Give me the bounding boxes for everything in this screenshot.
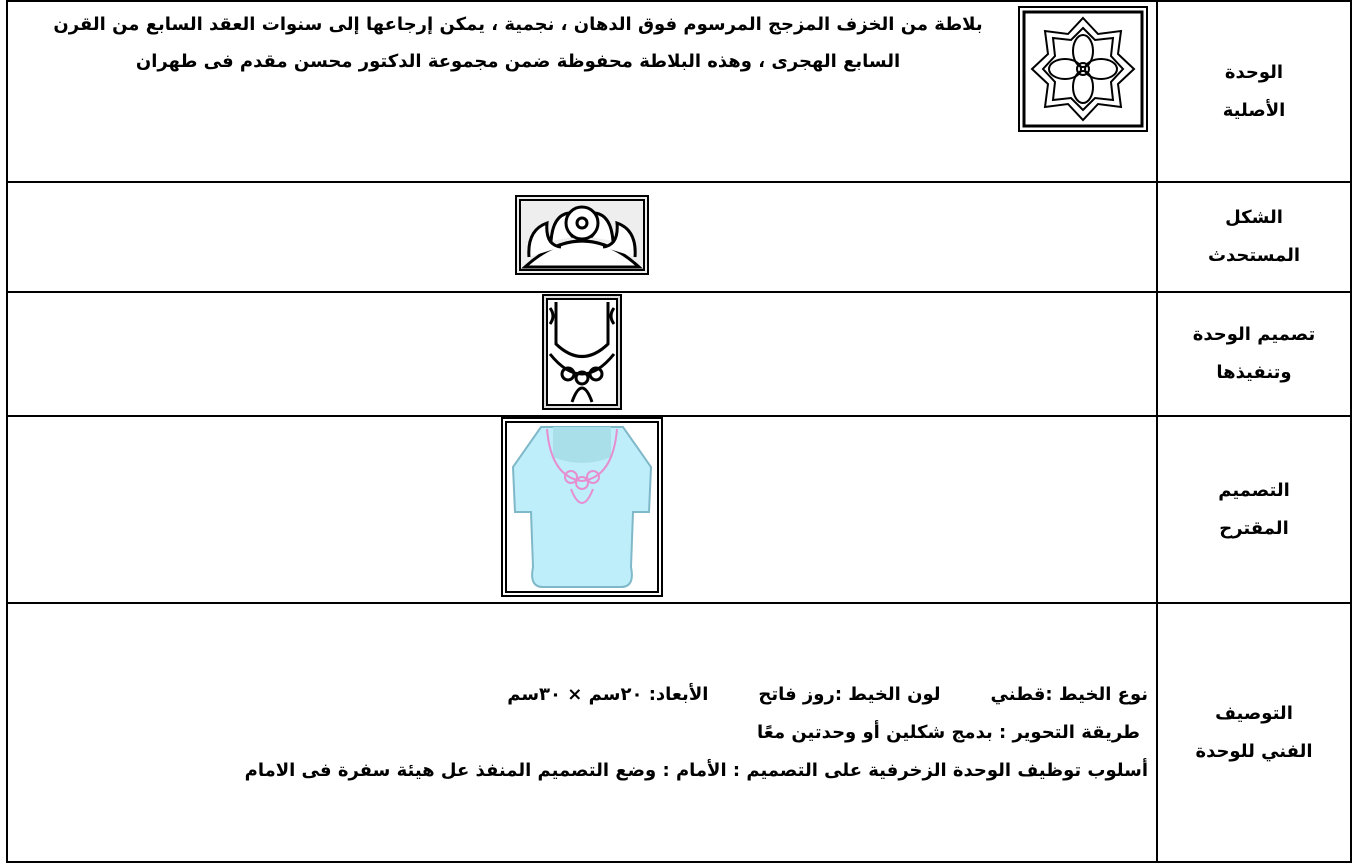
row: التصميم المقترح <box>6 415 1352 604</box>
content-cell: بلاطة من الخزف المزجج المرسوم فوق الدهان… <box>6 0 1158 183</box>
label-line: تصميم الوحدة <box>1192 324 1316 345</box>
content-cell <box>6 181 1158 293</box>
row: الوحدة الأصلية بلاطة من الخزف المزجج المر… <box>6 0 1352 183</box>
row: تصميم الوحدة وتنفيذها <box>6 291 1352 417</box>
content-cell <box>6 291 1158 417</box>
specs: نوع الخيط :قطني لون الخيط :روز فاتح الأبعا… <box>16 676 1148 714</box>
label-cell: التصميم المقترح <box>1156 415 1352 604</box>
label-cell: الشكل المستحدث <box>1156 181 1352 293</box>
description: بلاطة من الخزف المزجج المرسوم فوق الدهان… <box>53 14 983 72</box>
placement: أسلوب توظيف الوحدة الزخرفية على التصميم … <box>244 759 1148 781</box>
row: التوصيف الفني للوحدة نوع الخيط :قطني لون ا… <box>6 602 1352 863</box>
neckline-image <box>542 293 622 410</box>
label-line: المقترح <box>1219 517 1289 539</box>
label-line: وتنفيذها <box>1216 362 1292 383</box>
design-table: الوحدة الأصلية بلاطة من الخزف المزجج المر… <box>6 0 1352 863</box>
arch-image <box>515 194 649 275</box>
tile-image <box>1018 6 1148 132</box>
row: الشكل المستحدث <box>6 181 1352 293</box>
label-line: التوصيف <box>1215 702 1293 724</box>
blouse-image <box>501 417 663 597</box>
label-line: الفني للوحدة <box>1195 740 1313 762</box>
label-cell: التوصيف الفني للوحدة <box>1156 602 1352 863</box>
label-line: الأصلية <box>1222 99 1286 121</box>
label-cell: الوحدة الأصلية <box>1156 0 1352 183</box>
spec: نوع الخيط :قطني <box>990 683 1148 705</box>
method: طريقة التحوير : بدمج شكلين أو وحدتين معً… <box>757 721 1140 743</box>
content-cell: نوع الخيط :قطني لون الخيط :روز فاتح الأبعا… <box>6 602 1158 863</box>
label-cell: تصميم الوحدة وتنفيذها <box>1156 291 1352 417</box>
label-line: الشكل <box>1225 207 1283 228</box>
spec: الأبعاد: ٢٠سم × ٣٠سم <box>507 683 709 705</box>
label-line: المستحدث <box>1207 245 1301 266</box>
label-line: الوحدة <box>1224 61 1284 83</box>
label-line: التصميم <box>1218 479 1290 501</box>
content-cell <box>6 415 1158 604</box>
spec: لون الخيط :روز فاتح <box>758 683 941 705</box>
